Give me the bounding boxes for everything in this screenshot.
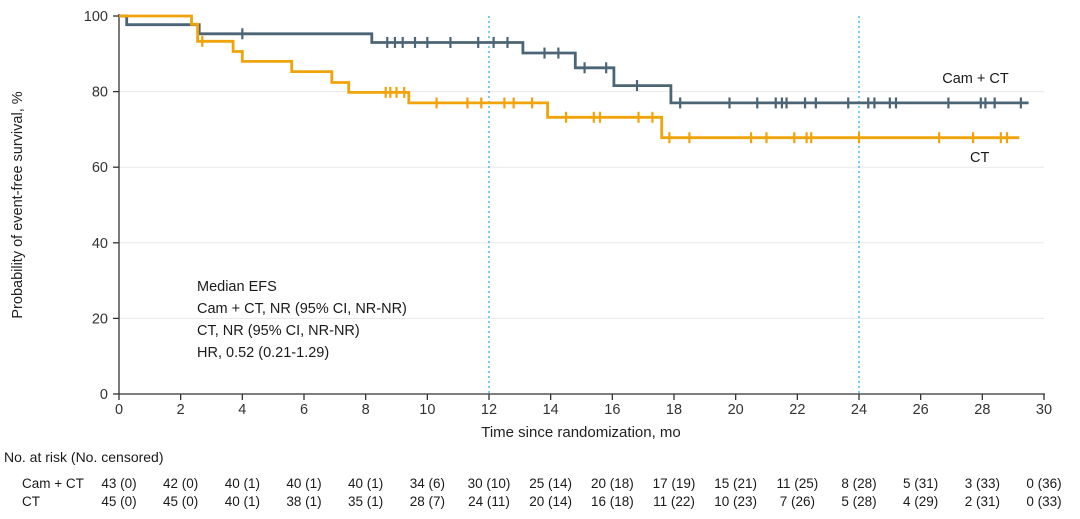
x-tick-label: 30 [1036,402,1052,418]
x-tick-label: 16 [604,402,620,418]
risk-value-ct-month-2: 45 (0) [163,493,199,509]
risk-value-ct-month-4: 40 (1) [224,493,260,509]
risk-value-ct-month-0: 45 (0) [101,493,137,509]
risk-value-cam-ct-month-18: 17 (19) [652,476,696,491]
risk-value-ct-month-24: 5 (28) [841,493,877,509]
y-tick-label: 100 [84,9,108,25]
x-tick-label: 28 [974,402,990,418]
risk-value-ct-month-18: 11 (22) [653,493,695,509]
km-curve-cam-ct [119,14,1029,105]
risk-value-ct-month-10: 28 (7) [409,493,445,509]
x-axis-title: Time since randomization, mo [481,424,681,441]
risk-value-cam-ct-month-8: 40 (1) [348,476,384,491]
y-tick-label: 60 [92,160,108,176]
x-tick-label: 6 [300,402,308,418]
curve-label-cam-ct: Cam + CT [942,71,1009,87]
risk-value-ct-month-28: 2 (31) [964,493,1000,509]
risk-value-ct-month-14: 20 (14) [529,493,573,509]
y-tick-label: 80 [92,85,108,101]
risk-value-cam-ct-month-22: 11 (25) [776,476,819,491]
annotation-line-ct: CT, NR (95% CI, NR-NR) [197,323,360,339]
risk-value-ct-month-12: 24 (11) [468,493,510,509]
x-tick-label: 24 [851,402,867,418]
risk-value-cam-ct-month-0: 43 (0) [101,476,137,491]
y-tick-label: 0 [100,387,108,403]
y-tick-label: 40 [92,236,108,252]
x-tick-label: 2 [177,402,185,418]
x-tick-label: 10 [419,402,435,418]
risk-value-cam-ct-month-30: 0 (36) [1026,476,1062,491]
y-axis-title: Probability of event-free survival, % [10,91,26,318]
risk-row-label-cam-ct: Cam + CT [22,476,84,491]
risk-value-ct-month-30: 0 (33) [1026,493,1062,509]
risk-value-cam-ct-month-26: 5 (31) [903,476,939,491]
risk-value-cam-ct-month-10: 34 (6) [409,476,445,491]
risk-value-cam-ct-month-20: 15 (21) [714,476,758,491]
x-tick-label: 0 [115,402,123,418]
x-tick-label: 22 [789,402,805,418]
annotation-line-median-efs: Median EFS [197,279,277,295]
annotation-line-cam-ct: Cam + CT, NR (95% CI, NR-NR) [197,301,407,317]
risk-value-ct-month-26: 4 (29) [903,493,939,509]
km-curve-ct [119,14,1020,140]
risk-value-cam-ct-month-6: 40 (1) [286,476,322,491]
risk-value-ct-month-6: 38 (1) [286,493,322,509]
y-tick-label: 20 [92,311,108,327]
risk-value-cam-ct-month-16: 20 (18) [590,476,634,491]
x-tick-label: 12 [481,402,497,418]
risk-value-ct-month-16: 16 (18) [590,493,634,509]
x-tick-label: 20 [728,402,744,418]
risk-value-cam-ct-month-4: 40 (1) [224,476,260,491]
risk-value-ct-month-20: 10 (23) [714,493,758,509]
risk-value-cam-ct-month-28: 3 (33) [964,476,1000,491]
annotation-line-hr: HR, 0.52 (0.21-1.29) [197,345,330,361]
risk-value-ct-month-22: 7 (26) [779,493,815,509]
x-tick-label: 18 [666,402,682,418]
x-tick-label: 26 [913,402,929,418]
risk-row-label-ct: CT [22,493,40,509]
risk-value-cam-ct-month-12: 30 (10) [467,476,511,491]
x-tick-label: 14 [543,402,559,418]
x-tick-label: 8 [362,402,370,418]
curve-label-ct: CT [970,150,989,166]
risk-value-cam-ct-month-24: 8 (28) [841,476,877,491]
risk-value-cam-ct-month-2: 42 (0) [163,476,199,491]
risk-value-cam-ct-month-14: 25 (14) [529,476,573,491]
plot-svg: Probability of event-free survival, % Ti… [10,9,1052,441]
risk-value-ct-month-8: 35 (1) [348,493,384,509]
median-efs-annotation: Median EFS Cam + CT, NR (95% CI, NR-NR) … [197,276,407,364]
x-tick-label: 4 [238,402,246,418]
risk-table-header: No. at risk (No. censored) [4,449,164,465]
